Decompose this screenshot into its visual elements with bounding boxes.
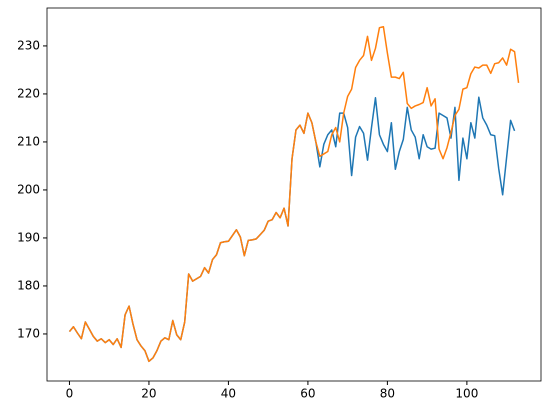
x-tick-label: 60 bbox=[300, 387, 315, 401]
x-tick-label: 20 bbox=[141, 387, 156, 401]
x-tick-label: 80 bbox=[380, 387, 395, 401]
x-tick-label: 0 bbox=[66, 387, 74, 401]
y-tick-label: 220 bbox=[17, 86, 40, 100]
line bbox=[68, 25, 520, 363]
y-tick-label: 170 bbox=[17, 326, 40, 340]
x-tick-label: 100 bbox=[455, 387, 478, 401]
y-tick-label: 190 bbox=[17, 230, 40, 244]
y-tick-label: 180 bbox=[17, 278, 40, 292]
y-tick-label: 200 bbox=[17, 182, 40, 196]
x-tick-label: 40 bbox=[221, 387, 236, 401]
line bbox=[68, 96, 516, 363]
y-tick-label: 230 bbox=[17, 38, 40, 52]
plot-frame bbox=[46, 7, 542, 382]
y-tick-label: 210 bbox=[17, 134, 40, 148]
